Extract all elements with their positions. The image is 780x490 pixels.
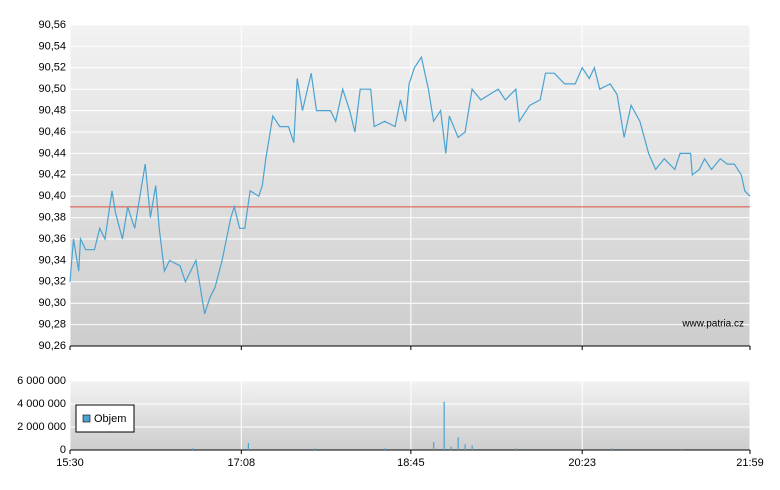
- y-tick-label: 90,26: [38, 340, 66, 352]
- x-tick-label: 18:45: [397, 457, 425, 469]
- y-tick-label: 90,50: [38, 83, 66, 95]
- volume-bar: [443, 401, 445, 450]
- y-tick-label: 90,30: [38, 297, 66, 309]
- y-tick-label: 90,44: [38, 147, 66, 159]
- y-tick-label: 90,38: [38, 212, 66, 224]
- volume-bar: [247, 443, 250, 450]
- volume-bar: [314, 448, 316, 450]
- volume-bar: [611, 448, 613, 450]
- y-tick-label: 90,34: [38, 254, 66, 266]
- y-tick-label: 90,46: [38, 126, 66, 138]
- y-tick-label: 90,32: [38, 276, 66, 288]
- y-tick-label: 6 000 000: [17, 375, 66, 387]
- y-tick-label: 90,54: [38, 40, 66, 52]
- volume-bar: [681, 448, 683, 450]
- x-tick-label: 15:30: [56, 457, 84, 469]
- volume-bar: [433, 441, 435, 450]
- volume-bar: [515, 448, 517, 450]
- volume-bar: [384, 448, 386, 450]
- legend-label: Objem: [94, 413, 126, 425]
- watermark: www.patria.cz: [681, 319, 744, 330]
- y-tick-label: 90,42: [38, 169, 66, 181]
- x-tick-label: 17:08: [228, 457, 256, 469]
- y-tick-label: 90,28: [38, 319, 66, 331]
- y-tick-label: 90,56: [38, 19, 66, 31]
- y-tick-label: 90,52: [38, 62, 66, 74]
- volume-bar: [464, 444, 466, 450]
- volume-bar: [471, 445, 473, 450]
- y-tick-label: 90,36: [38, 233, 66, 245]
- price-plot-area: [70, 25, 750, 346]
- volume-bar: [191, 448, 194, 450]
- y-tick-label: 90,48: [38, 105, 66, 117]
- y-tick-label: 0: [60, 444, 66, 456]
- price-line: [69, 55, 751, 315]
- x-tick-label: 20:23: [568, 457, 596, 469]
- y-tick-label: 90,40: [38, 190, 66, 202]
- y-tick-label: 2 000 000: [17, 421, 66, 433]
- volume-bar: [450, 446, 452, 450]
- volume-bar: [457, 437, 459, 450]
- x-tick-label: 21:59: [736, 457, 764, 469]
- y-tick-label: 4 000 000: [17, 398, 66, 410]
- volume-plot-area: [70, 381, 750, 450]
- legend-swatch: [82, 414, 91, 423]
